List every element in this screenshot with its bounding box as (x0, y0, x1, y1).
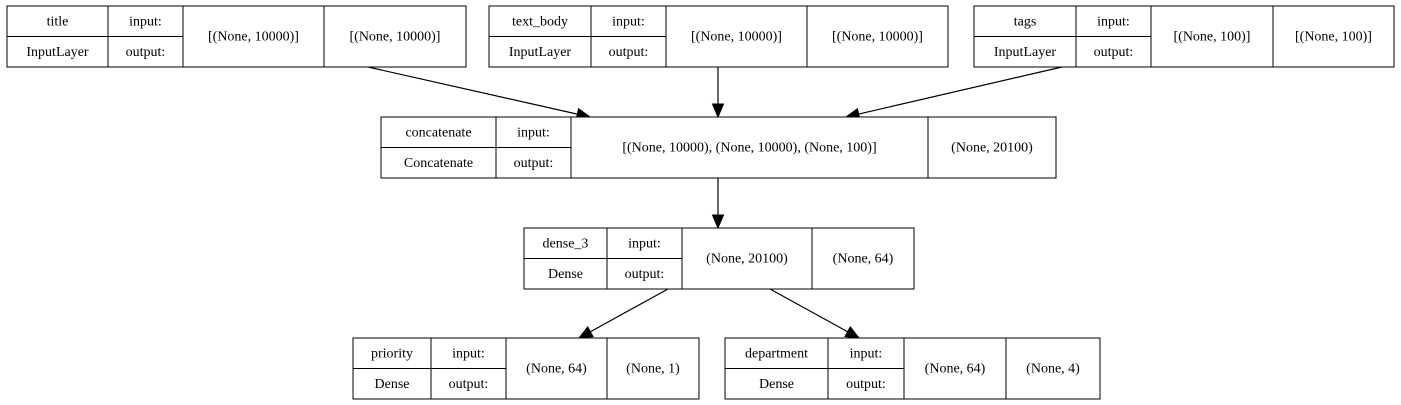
layer-node-concatenate: concatenate Concatenate input: output: [(Non… (380, 116, 1057, 179)
edge-concatenate-to-dense_3 (711, 178, 725, 230)
output-shape: [(None, 100)] (1295, 30, 1372, 45)
arrowhead-icon (844, 326, 861, 339)
layer-type: Dense (548, 267, 583, 282)
input-label: input: (129, 14, 162, 29)
layer-name: text_body (512, 14, 568, 29)
input-label: input: (850, 346, 883, 361)
arrowhead-icon (711, 214, 725, 230)
output-label: output: (126, 45, 166, 60)
layer-name: title (47, 14, 69, 29)
edge-tags-to-concatenate (844, 66, 1063, 121)
output-label: output: (609, 45, 649, 60)
edge-line (858, 66, 1063, 115)
output-label: output: (449, 377, 489, 392)
edge-dense_3-to-department (769, 288, 861, 339)
layer-type: Dense (759, 377, 794, 392)
layer-node-tags: tags InputLayer input: output: [(None, 100)]… (973, 5, 1395, 68)
input-label: input: (612, 14, 645, 29)
input-shape: (None, 64) (526, 362, 587, 377)
layer-name: priority (371, 346, 413, 361)
input-label: input: (628, 236, 661, 251)
output-shape: (None, 20100) (951, 141, 1033, 156)
edge-title-to-concatenate (367, 66, 592, 121)
arrowhead-icon (577, 326, 594, 339)
input-label: input: (452, 346, 485, 361)
layer-type: InputLayer (994, 45, 1057, 60)
layer-node-priority: priority Dense input: output: (None, 64) (Non… (352, 337, 700, 400)
layer-name: department (745, 346, 808, 361)
edge-dense_3-to-priority (577, 288, 669, 339)
layer-node-title: title InputLayer input: output: [(None, 1000… (6, 5, 467, 68)
output-shape: [(None, 10000)] (832, 30, 923, 45)
layer-type: InputLayer (509, 45, 572, 60)
input-shape: (None, 20100) (706, 252, 788, 267)
output-shape: [(None, 10000)] (350, 30, 441, 45)
layer-type: InputLayer (26, 45, 89, 60)
input-shape: [(None, 100)] (1174, 30, 1251, 45)
output-shape: (None, 1) (626, 362, 680, 377)
input-shape: [(None, 10000), (None, 10000), (None, 10… (622, 141, 876, 156)
edge-line (367, 66, 578, 115)
input-label: input: (517, 125, 550, 140)
layer-node-text_body: text_body InputLayer input: output: [(None, … (488, 5, 949, 68)
layer-node-dense_3: dense_3 Dense input: output: (None, 20100) (N… (523, 227, 915, 290)
arrowhead-icon (711, 103, 725, 119)
input-shape: [(None, 10000)] (691, 30, 782, 45)
input-shape: [(None, 10000)] (208, 30, 299, 45)
layer-type: Dense (375, 377, 410, 392)
input-shape: (None, 64) (925, 362, 986, 377)
output-shape: (None, 64) (833, 252, 894, 267)
edge-line (769, 288, 848, 333)
layer-node-department: department Dense input: output: (None, 64) (N… (724, 337, 1101, 400)
output-shape: (None, 4) (1026, 362, 1080, 377)
edge-line (590, 288, 669, 333)
edge-text_body-to-concatenate (711, 67, 725, 119)
output-label: output: (514, 156, 554, 171)
output-label: output: (625, 267, 665, 282)
layer-name: dense_3 (543, 236, 589, 251)
layer-name: concatenate (405, 125, 471, 140)
output-label: output: (846, 377, 886, 392)
layer-name: tags (1014, 14, 1037, 29)
input-label: input: (1097, 14, 1130, 29)
layer-type: Concatenate (404, 156, 473, 171)
output-label: output: (1094, 45, 1134, 60)
